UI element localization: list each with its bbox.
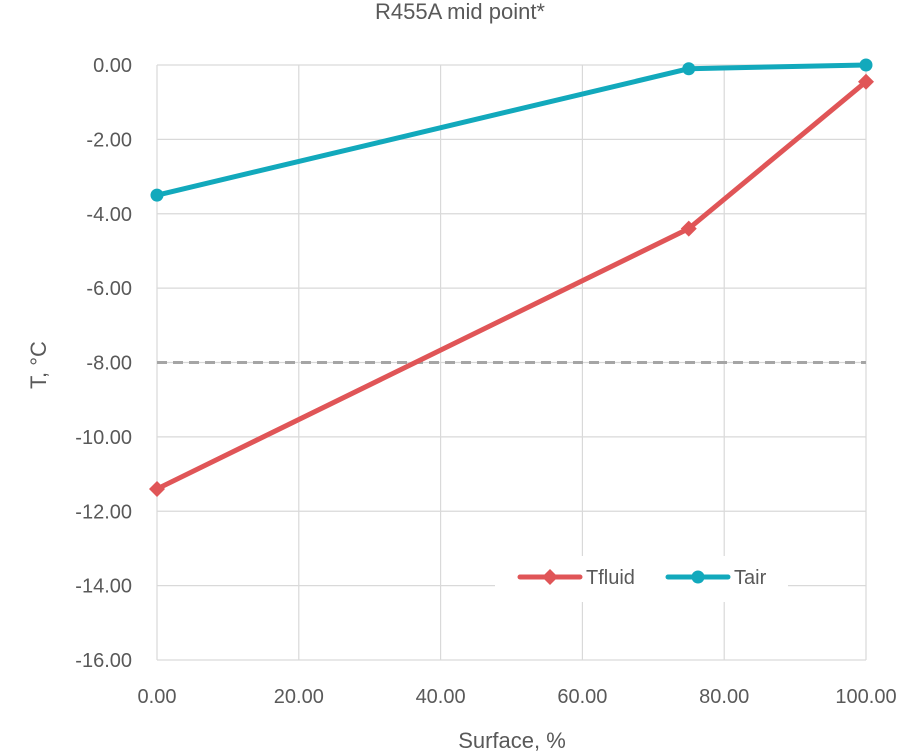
tair-point bbox=[682, 62, 696, 76]
legend-tfluid-label: Tfluid bbox=[586, 567, 635, 589]
x-tick-label: 100.00 bbox=[835, 686, 896, 708]
y-axis-label: T, °C bbox=[26, 341, 51, 389]
tfluid-point bbox=[858, 73, 874, 90]
tfluid-line bbox=[154, 79, 869, 492]
tfluid-point bbox=[680, 220, 697, 237]
y-tick-label: -10.00 bbox=[75, 427, 132, 449]
legend-items: Tfluid Tair bbox=[517, 567, 767, 589]
x-tick-label: 40.00 bbox=[416, 686, 466, 708]
x-tick-label: 60.00 bbox=[557, 686, 607, 708]
x-axis-label: Surface, % bbox=[458, 728, 566, 753]
y-tick-label: -8.00 bbox=[86, 353, 132, 375]
x-tick-label: 0.00 bbox=[138, 686, 177, 708]
y-tick-label: 0.00 bbox=[93, 55, 132, 77]
y-tick-label: -2.00 bbox=[86, 129, 132, 151]
tair-point bbox=[150, 188, 164, 202]
tair-line bbox=[154, 62, 869, 198]
x-tick-label: 80.00 bbox=[699, 686, 749, 708]
tfluid-point bbox=[149, 480, 165, 497]
chart-title: R455A mid point* bbox=[375, 0, 545, 24]
legend-tair-marker bbox=[691, 570, 705, 584]
legend-layer: Tfluid Tair bbox=[495, 556, 788, 602]
y-tick-label: -4.00 bbox=[86, 204, 132, 226]
y-tick-label: -6.00 bbox=[86, 278, 132, 300]
x-tick-label: 20.00 bbox=[274, 686, 324, 708]
axis-layer: 0.00 20.00 40.00 60.00 80.00 100.00 0.00 -2.00 -… bbox=[75, 55, 896, 708]
y-tick-label: -12.00 bbox=[75, 501, 132, 523]
tair-point bbox=[859, 58, 873, 72]
y-tick-label: -14.00 bbox=[75, 576, 132, 598]
plot-area: 0.00 20.00 40.00 60.00 80.00 100.00 0.00 -2.00 -… bbox=[75, 55, 896, 708]
series-layer bbox=[149, 58, 874, 497]
legend-tfluid-marker bbox=[542, 569, 558, 585]
legend-tair-label: Tair bbox=[734, 567, 767, 589]
y-tick-label: -16.00 bbox=[75, 650, 132, 672]
